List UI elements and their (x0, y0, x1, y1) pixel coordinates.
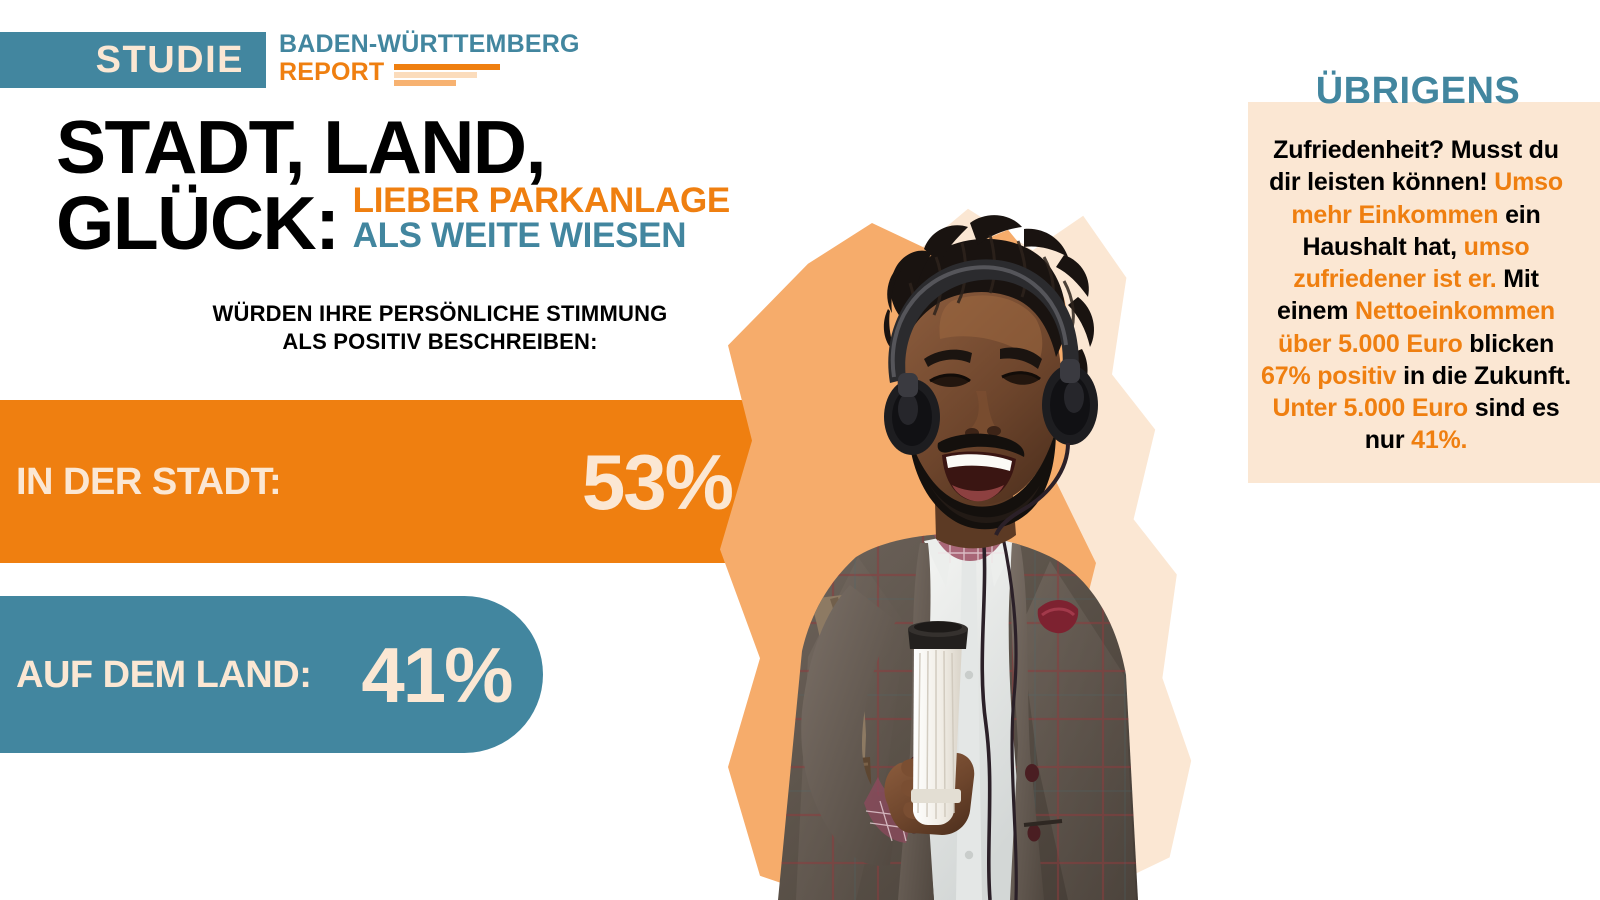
uebrigens-panel (1248, 102, 1600, 483)
question-line-2: ALS POSITIV BESCHREIBEN: (282, 329, 598, 355)
stat-bar-country: AUF DEM LAND: 41% (0, 596, 543, 753)
photo-arm-and-cup (801, 585, 975, 866)
stat-bar-city-label: IN DER STADT: (16, 460, 282, 503)
headline-subtitle: LIEBER PARKANLAGE ALS WEITE WIESEN (352, 180, 731, 259)
headline-line-2: GLÜCK: (56, 181, 340, 266)
headline-line-1: STADT, LAND, (56, 105, 546, 189)
stat-bar-country-value: 41% (361, 630, 513, 719)
uebrigens-segment-7: 67% positiv (1261, 361, 1404, 390)
studie-badge: STUDIE (0, 32, 266, 88)
logo-bar-middle (394, 72, 478, 78)
photo-head (883, 215, 1098, 549)
headline-sub-line-2: ALS WEITE WIESEN (352, 216, 687, 256)
uebrigens-segment-6: blicken (1469, 329, 1555, 358)
headline: STADT, LAND, GLÜCK: LIEBER PARKANLAGE AL… (56, 105, 856, 266)
logo-line-baden-wuerttemberg: BADEN-WÜRTTEMBERG (279, 30, 580, 58)
uebrigens-segment-11: 41%. (1411, 426, 1468, 455)
uebrigens-segment-0: Zufriedenheit? Musst du dir leisten könn… (1269, 136, 1559, 197)
headline-sub-line-1: LIEBER PARKANLAGE (352, 180, 731, 220)
logo-bar-bottom (394, 80, 456, 86)
studie-badge-label: STUDIE (95, 39, 244, 81)
stat-bar-city-value: 53% (581, 437, 734, 526)
question-text: WÜRDEN IHRE PERSÖNLICHE STIMMUNG ALS POS… (0, 300, 880, 356)
uebrigens-segment-10: sind es nur (1364, 394, 1560, 455)
uebrigens-segment-2: ein Haushalt hat, (1302, 200, 1541, 261)
uebrigens-title: ÜBRIGENS (1315, 70, 1521, 112)
uebrigens-segment-5: Nettoeinkommen über 5.000 Euro (1277, 297, 1555, 358)
uebrigens-segment-1: Umso mehr Einkommen (1291, 168, 1563, 229)
uebrigens-segment-4: Mit einem (1276, 265, 1539, 326)
uebrigens-segment-9: Unter 5.000 Euro (1272, 394, 1475, 422)
uebrigens-body: Zufriedenheit? Musst du dir leisten könn… (1256, 134, 1576, 457)
stat-bar-country-label: AUF DEM LAND: (16, 653, 312, 696)
photo-man-with-coffee (778, 215, 1138, 900)
uebrigens-segment-3: umso zufriedener ist er. (1293, 232, 1530, 293)
stat-bar-city: IN DER STADT: 53% (0, 400, 818, 563)
logo-bar-top (394, 64, 501, 70)
report-logo: BADEN-WÜRTTEMBERG REPORT (279, 31, 599, 91)
question-line-1: WÜRDEN IHRE PERSÖNLICHE STIMMUNG (212, 301, 668, 326)
photo-composition (690, 175, 1330, 900)
logo-line-report: REPORT (279, 58, 385, 86)
logo-bars-icon (394, 64, 501, 88)
uebrigens-segment-8: in die Zukunft. (1403, 361, 1571, 390)
